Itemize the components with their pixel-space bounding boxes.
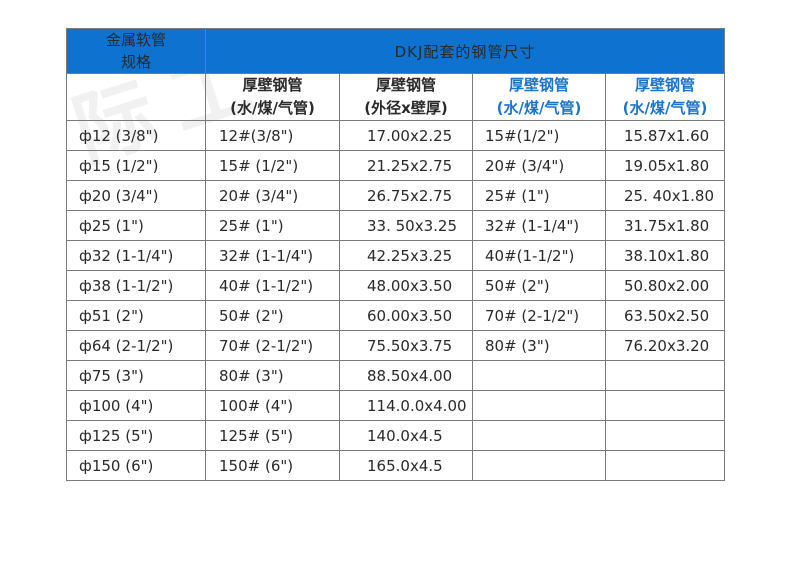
cell-pipe-size-a: 25# (1") — [205, 210, 340, 241]
cell-hose-spec: ф12 (3/8") — [66, 120, 206, 151]
table-row: ф75 (3") 80# (3") 88.50x4.00 — [66, 360, 725, 391]
cell-outer-dia-wall-a: 114.0.0x4.00 — [339, 390, 473, 421]
cell-pipe-size-a: 80# (3") — [205, 360, 340, 391]
cell-pipe-size-a: 40# (1-1/2") — [205, 270, 340, 301]
subheader-col1-line1: 厚壁钢管 — [242, 76, 303, 94]
cell-outer-dia-wall-b: 76.20x3.20 — [605, 330, 725, 361]
table-row: ф12 (3/8") 12#(3/8") 17.00x2.25 15#(1/2") 15… — [66, 120, 725, 151]
cell-pipe-size-a: 125# (5") — [205, 420, 340, 451]
cell-outer-dia-wall-a: 88.50x4.00 — [339, 360, 473, 391]
cell-pipe-size-b — [472, 390, 606, 421]
cell-outer-dia-wall-a: 165.0x4.5 — [339, 450, 473, 481]
cell-hose-spec: ф100 (4") — [66, 390, 206, 421]
table-row: ф20 (3/4") 20# (3/4") 26.75x2.75 25# (1") 25… — [66, 180, 725, 211]
hose-spec-header-line2: 规格 — [120, 53, 151, 71]
table-title: DKJ配套的钢管尺寸 — [205, 28, 725, 74]
cell-outer-dia-wall-a: 21.25x2.75 — [339, 150, 473, 181]
cell-pipe-size-b: 20# (3/4") — [472, 150, 606, 181]
subheader-col3-line1: 厚壁钢管 — [508, 76, 569, 94]
cell-hose-spec: ф75 (3") — [66, 360, 206, 391]
cell-outer-dia-wall-b: 19.05x1.80 — [605, 150, 725, 181]
cell-hose-spec: ф150 (6") — [66, 450, 206, 481]
cell-outer-dia-wall-a: 75.50x3.75 — [339, 330, 473, 361]
cell-pipe-size-b: 15#(1/2") — [472, 120, 606, 151]
table-row: ф100 (4") 100# (4") 114.0.0x4.00 — [66, 390, 725, 421]
cell-pipe-size-a: 15# (1/2") — [205, 150, 340, 181]
cell-outer-dia-wall-a: 60.00x3.50 — [339, 300, 473, 331]
subheader-empty — [66, 73, 206, 121]
header-row: 金属软管 规格 DKJ配套的钢管尺寸 — [66, 28, 725, 74]
cell-pipe-size-b: 40#(1-1/2") — [472, 240, 606, 271]
cell-pipe-size-b — [472, 360, 606, 391]
cell-pipe-size-b — [472, 450, 606, 481]
cell-outer-dia-wall-a: 42.25x3.25 — [339, 240, 473, 271]
table-row: ф64 (2-1/2") 70# (2-1/2") 75.50x3.75 80# (3… — [66, 330, 725, 361]
cell-hose-spec: ф20 (3/4") — [66, 180, 206, 211]
subheader-col3: 厚壁钢管 (水/煤/气管) — [472, 73, 606, 121]
table-row: ф32 (1-1/4") 32# (1-1/4") 42.25x3.25 40#(1-… — [66, 240, 725, 271]
subheader-col2-line2: (外径x壁厚) — [364, 99, 448, 117]
cell-hose-spec: ф25 (1") — [66, 210, 206, 241]
cell-hose-spec: ф38 (1-1/2") — [66, 270, 206, 301]
cell-pipe-size-a: 70# (2-1/2") — [205, 330, 340, 361]
subheader-col2: 厚壁钢管 (外径x壁厚) — [339, 73, 473, 121]
cell-pipe-size-b: 80# (3") — [472, 330, 606, 361]
cell-hose-spec: ф15 (1/2") — [66, 150, 206, 181]
subheader-row: 厚壁钢管 (水/煤/气管) 厚壁钢管 (外径x壁厚) 厚壁钢管 (水/煤/气管)… — [66, 73, 725, 121]
cell-outer-dia-wall-b: 25. 40x1.80 — [605, 180, 725, 211]
subheader-col2-line1: 厚壁钢管 — [375, 76, 436, 94]
cell-pipe-size-a: 50# (2") — [205, 300, 340, 331]
subheader-col4: 厚壁钢管 (水/煤/气管) — [605, 73, 725, 121]
cell-hose-spec: ф51 (2") — [66, 300, 206, 331]
cell-pipe-size-b: 32# (1-1/4") — [472, 210, 606, 241]
cell-pipe-size-b: 70# (2-1/2") — [472, 300, 606, 331]
hose-spec-header: 金属软管 规格 — [66, 28, 206, 74]
cell-pipe-size-a: 20# (3/4") — [205, 180, 340, 211]
cell-pipe-size-b — [472, 420, 606, 451]
cell-hose-spec: ф64 (2-1/2") — [66, 330, 206, 361]
cell-pipe-size-a: 150# (6") — [205, 450, 340, 481]
table-body: ф12 (3/8") 12#(3/8") 17.00x2.25 15#(1/2") 15… — [66, 120, 725, 481]
hose-spec-header-line1: 金属软管 — [105, 31, 166, 49]
cell-outer-dia-wall-b: 63.50x2.50 — [605, 300, 725, 331]
subheader-col1-line2: (水/煤/气管) — [230, 99, 315, 117]
cell-outer-dia-wall-a: 17.00x2.25 — [339, 120, 473, 151]
subheader-col4-line1: 厚壁钢管 — [634, 76, 695, 94]
cell-outer-dia-wall-b: 50.80x2.00 — [605, 270, 725, 301]
cell-pipe-size-a: 100# (4") — [205, 390, 340, 421]
cell-outer-dia-wall-b — [605, 360, 725, 391]
cell-outer-dia-wall-a: 48.00x3.50 — [339, 270, 473, 301]
table-row: ф38 (1-1/2") 40# (1-1/2") 48.00x3.50 50# (2… — [66, 270, 725, 301]
subheader-col1: 厚壁钢管 (水/煤/气管) — [205, 73, 340, 121]
cell-outer-dia-wall-b — [605, 420, 725, 451]
pipe-size-table: 金属软管 规格 DKJ配套的钢管尺寸 厚壁钢管 (水/煤/气管) 厚壁钢管 (外… — [66, 28, 725, 481]
table-row: ф125 (5") 125# (5") 140.0x4.5 — [66, 420, 725, 451]
cell-outer-dia-wall-a: 33. 50x3.25 — [339, 210, 473, 241]
cell-outer-dia-wall-b: 38.10x1.80 — [605, 240, 725, 271]
table-row: ф25 (1") 25# (1") 33. 50x3.25 32# (1-1/4") 3… — [66, 210, 725, 241]
table-row: ф51 (2") 50# (2") 60.00x3.50 70# (2-1/2") 63… — [66, 300, 725, 331]
table-row: ф15 (1/2") 15# (1/2") 21.25x2.75 20# (3/4")… — [66, 150, 725, 181]
cell-hose-spec: ф125 (5") — [66, 420, 206, 451]
table-row: ф150 (6") 150# (6") 165.0x4.5 — [66, 450, 725, 481]
cell-pipe-size-a: 32# (1-1/4") — [205, 240, 340, 271]
subheader-col4-line2: (水/煤/气管) — [622, 99, 708, 117]
cell-outer-dia-wall-a: 26.75x2.75 — [339, 180, 473, 211]
cell-outer-dia-wall-a: 140.0x4.5 — [339, 420, 473, 451]
cell-pipe-size-b: 25# (1") — [472, 180, 606, 211]
cell-outer-dia-wall-b — [605, 390, 725, 421]
cell-pipe-size-b: 50# (2") — [472, 270, 606, 301]
cell-outer-dia-wall-b — [605, 450, 725, 481]
cell-hose-spec: ф32 (1-1/4") — [66, 240, 206, 271]
subheader-col3-line2: (水/煤/气管) — [496, 99, 582, 117]
cell-outer-dia-wall-b: 31.75x1.80 — [605, 210, 725, 241]
cell-outer-dia-wall-b: 15.87x1.60 — [605, 120, 725, 151]
cell-pipe-size-a: 12#(3/8") — [205, 120, 340, 151]
